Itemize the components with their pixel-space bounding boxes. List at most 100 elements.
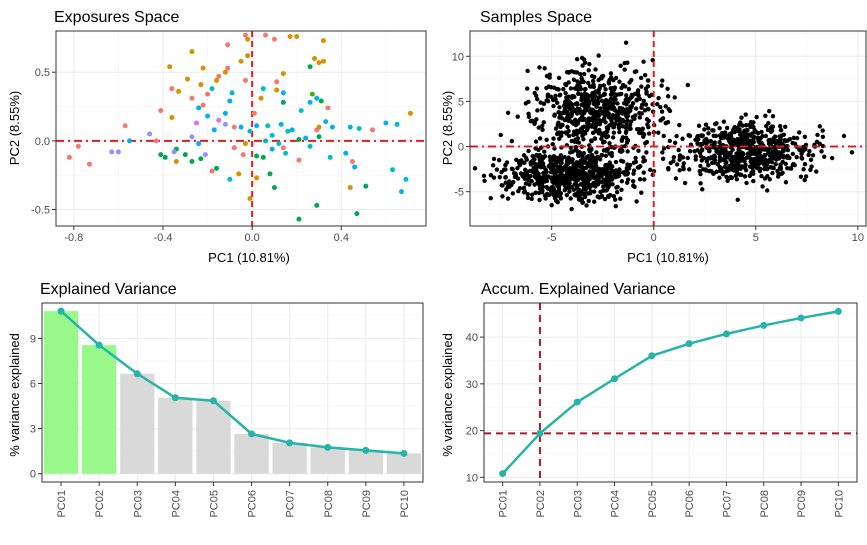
sample-point [708, 138, 713, 144]
x-tick-label: PC01 [498, 490, 510, 518]
scatter-point [251, 110, 257, 116]
sample-point [677, 122, 682, 128]
sample-point [581, 110, 587, 116]
scatter-point [349, 158, 355, 164]
sample-point [613, 75, 619, 81]
sample-point [613, 174, 619, 180]
sample-point [768, 154, 773, 159]
sample-point [537, 136, 543, 141]
sample-point [718, 168, 723, 173]
scatter-point [260, 154, 266, 160]
scatter-point [189, 49, 195, 55]
sample-point [524, 157, 529, 162]
sample-point [510, 191, 516, 196]
sample-point [741, 157, 746, 163]
sample-point [567, 189, 572, 194]
sample-point [686, 133, 691, 138]
sample-point [820, 134, 826, 139]
sample-point [636, 148, 641, 153]
sample-point [523, 181, 529, 186]
sample-point [779, 154, 784, 159]
sample-point [766, 108, 772, 114]
sample-point [655, 102, 660, 107]
scatter-point [231, 124, 237, 130]
scatter-point [109, 149, 115, 155]
sample-point [730, 147, 735, 152]
sample-point [695, 148, 700, 153]
sample-point [553, 93, 558, 99]
sample-point [599, 152, 605, 158]
sample-point [751, 157, 756, 162]
variance-point [248, 430, 256, 438]
scatter-point [276, 141, 282, 147]
sample-point [665, 119, 671, 125]
sample-point [623, 40, 629, 45]
sample-point [720, 172, 726, 177]
sample-point [572, 70, 577, 75]
sample-point [635, 165, 641, 170]
accum-point [536, 429, 544, 437]
sample-point [629, 77, 634, 83]
sample-point [595, 155, 601, 160]
sample-point [765, 173, 770, 179]
sample-point [528, 162, 534, 167]
sample-point [582, 71, 587, 77]
scatter-point [216, 73, 222, 79]
sample-point [584, 165, 589, 170]
sample-point [550, 157, 555, 163]
scatter-point [280, 99, 286, 105]
sample-point [587, 61, 592, 67]
scatter-point [307, 143, 313, 149]
sample-point [569, 206, 574, 212]
scatter-point [231, 145, 237, 151]
sample-point [537, 157, 542, 162]
scatter-point [323, 119, 329, 125]
sample-point [589, 73, 595, 79]
y-tick-label: 0.5 [35, 67, 50, 79]
sample-point [797, 130, 802, 135]
scatter-point [296, 157, 302, 163]
sample-point [525, 195, 531, 201]
sample-point [735, 125, 740, 131]
sample-point [711, 153, 717, 158]
sample-point [787, 155, 792, 161]
sample-point [623, 169, 629, 174]
scatter-point [189, 134, 195, 140]
sample-point [565, 181, 570, 186]
sample-point [700, 187, 705, 192]
sample-point [612, 85, 618, 90]
exposures-ylabel: PC2 (8.55%) [7, 91, 22, 165]
sample-point [530, 169, 536, 175]
scatter-point [296, 216, 302, 222]
sample-point [776, 171, 781, 177]
scatter-point [407, 110, 413, 116]
sample-point [717, 140, 722, 145]
sample-point [687, 148, 693, 154]
sample-point [798, 174, 804, 179]
sample-point [742, 128, 747, 133]
sample-point [593, 123, 599, 128]
sample-point [677, 168, 682, 173]
sample-point [548, 94, 554, 100]
sample-point [800, 148, 806, 153]
sample-point [709, 160, 715, 166]
sample-point [586, 68, 591, 73]
scatter-point [196, 105, 202, 111]
sample-point [598, 174, 603, 179]
scatter-point [271, 185, 277, 191]
sample-point [575, 136, 581, 141]
sample-point [665, 86, 670, 91]
sample-point [565, 124, 570, 130]
sample-point [552, 112, 557, 117]
scatter-point [354, 211, 360, 217]
sample-point [618, 117, 623, 122]
sample-point [661, 133, 666, 139]
x-tick-label: PC10 [833, 490, 845, 518]
sample-point [625, 177, 631, 182]
sample-point [620, 111, 625, 116]
sample-point [585, 127, 590, 132]
sample-point [768, 141, 774, 146]
sample-point [590, 155, 595, 160]
sample-point [555, 165, 561, 170]
sample-point [571, 77, 577, 82]
